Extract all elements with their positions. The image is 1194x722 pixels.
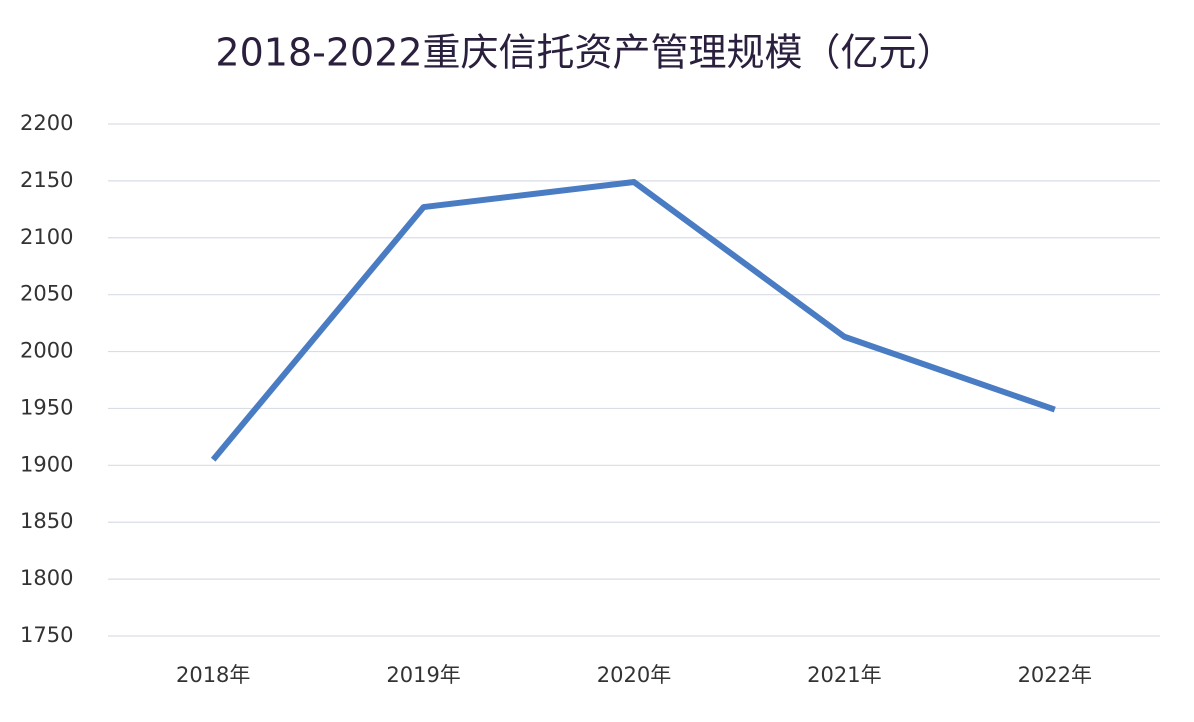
- chart-title: 2018-2022重庆信托资产管理规模（亿元）: [215, 31, 954, 75]
- y-tick-label: 2150: [20, 168, 73, 192]
- x-tick-label: 2018年: [176, 663, 250, 687]
- x-tick-label: 2021年: [807, 663, 881, 687]
- y-tick-label: 2050: [20, 282, 73, 306]
- y-tick-label: 1800: [20, 566, 73, 590]
- y-tick-label: 2100: [20, 225, 73, 249]
- y-tick-label: 1750: [20, 623, 73, 647]
- x-tick-label: 2019年: [386, 663, 460, 687]
- x-tick-label: 2020年: [597, 663, 671, 687]
- y-tick-label: 2000: [20, 339, 73, 363]
- y-tick-label: 1850: [20, 509, 73, 533]
- y-tick-label: 1950: [20, 395, 73, 419]
- y-tick-label: 1900: [20, 452, 73, 476]
- y-tick-label: 2200: [20, 111, 73, 135]
- data-line: [210, 179, 1056, 462]
- x-tick-label: 2022年: [1018, 663, 1092, 687]
